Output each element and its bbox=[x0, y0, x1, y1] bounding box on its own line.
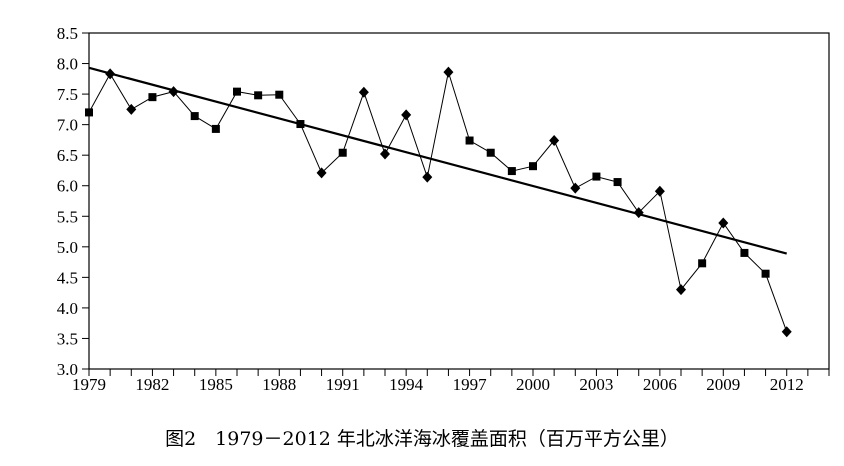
plot-frame bbox=[88, 32, 830, 370]
data-point-square bbox=[233, 87, 241, 96]
data-point-diamond bbox=[358, 86, 369, 98]
x-tick-label: 1979 bbox=[72, 375, 106, 394]
y-tick-label: 4.0 bbox=[57, 299, 78, 318]
data-point-square bbox=[613, 178, 622, 187]
x-tick-label: 2000 bbox=[516, 375, 550, 394]
data-point-square bbox=[465, 136, 474, 145]
y-tick-label: 5.5 bbox=[57, 207, 78, 226]
data-point-square bbox=[507, 167, 516, 176]
data-point-diamond bbox=[380, 148, 390, 160]
data-point-diamond bbox=[570, 182, 581, 194]
x-tick-label: 2003 bbox=[579, 375, 613, 394]
y-tick-label: 3.0 bbox=[57, 360, 78, 379]
x-tick-label: 1988 bbox=[262, 375, 296, 394]
data-point-square bbox=[698, 259, 707, 268]
data-point-diamond bbox=[633, 207, 644, 219]
x-tick-label: 2012 bbox=[770, 375, 804, 394]
series-line bbox=[88, 71, 788, 332]
x-tick-label: 2006 bbox=[643, 375, 677, 394]
y-axis-ticks: 3.0 3.5 4.0 4.5 5.0 5.5 6.0 6.5 7.0 7.5 8.0 8.5 bbox=[57, 24, 89, 379]
figure-caption: 图2 1979－2012 年北冰洋海冰覆盖面积（百万平方公里） bbox=[165, 428, 679, 450]
y-tick-label: 7.0 bbox=[57, 116, 78, 135]
data-point-square bbox=[296, 120, 305, 129]
data-point-square bbox=[190, 112, 199, 121]
y-tick-label: 5.0 bbox=[57, 238, 78, 257]
data-point-diamond bbox=[422, 171, 433, 183]
data-point-diamond bbox=[105, 68, 116, 80]
y-tick-label: 8.0 bbox=[57, 55, 78, 74]
data-point-diamond bbox=[316, 167, 327, 179]
data-point-markers bbox=[85, 66, 792, 338]
data-point-square bbox=[761, 269, 770, 278]
data-point-diamond bbox=[401, 109, 412, 121]
data-point-square bbox=[486, 148, 495, 157]
y-tick-label: 7.5 bbox=[57, 85, 78, 104]
y-tick-label: 8.5 bbox=[57, 24, 78, 43]
data-point-diamond bbox=[781, 326, 792, 338]
y-tick-label: 6.0 bbox=[57, 177, 78, 196]
data-point-diamond bbox=[676, 284, 686, 296]
y-tick-label: 3.5 bbox=[57, 329, 78, 348]
data-point-square bbox=[529, 162, 537, 171]
data-point-diamond bbox=[443, 66, 454, 78]
x-axis-ticks: 1979 1982 1985 1988 1991 1994 1997 2000 2003 2006… bbox=[72, 369, 830, 394]
x-tick-label: 1994 bbox=[389, 375, 424, 394]
data-point-square bbox=[211, 124, 220, 133]
data-point-square bbox=[275, 90, 284, 99]
x-tick-label: 1982 bbox=[135, 375, 169, 394]
data-point-diamond bbox=[168, 86, 179, 98]
data-point-square bbox=[85, 108, 93, 117]
x-tick-label: 1991 bbox=[326, 375, 360, 394]
data-point-diamond bbox=[654, 185, 665, 197]
x-tick-label: 1997 bbox=[453, 375, 488, 394]
x-tick-label: 1985 bbox=[199, 375, 233, 394]
plot-border bbox=[88, 32, 830, 370]
series-line-group bbox=[88, 71, 788, 332]
x-tick-label: 2009 bbox=[706, 375, 740, 394]
trend-line-group bbox=[88, 66, 787, 255]
y-tick-label: 6.5 bbox=[57, 146, 78, 165]
data-point-diamond bbox=[126, 103, 137, 115]
sea-ice-chart: 3.0 3.5 4.0 4.5 5.0 5.5 6.0 6.5 7.0 7.5 8.0 8.5 197… bbox=[57, 24, 830, 394]
data-point-diamond bbox=[718, 217, 729, 229]
trend-line bbox=[88, 66, 787, 255]
data-point-square bbox=[254, 91, 263, 100]
y-tick-label: 4.5 bbox=[57, 268, 78, 287]
data-point-square bbox=[740, 248, 749, 257]
data-point-square bbox=[592, 172, 601, 181]
data-point-diamond bbox=[549, 135, 560, 147]
data-point-square bbox=[338, 148, 347, 157]
data-point-square bbox=[148, 93, 157, 102]
